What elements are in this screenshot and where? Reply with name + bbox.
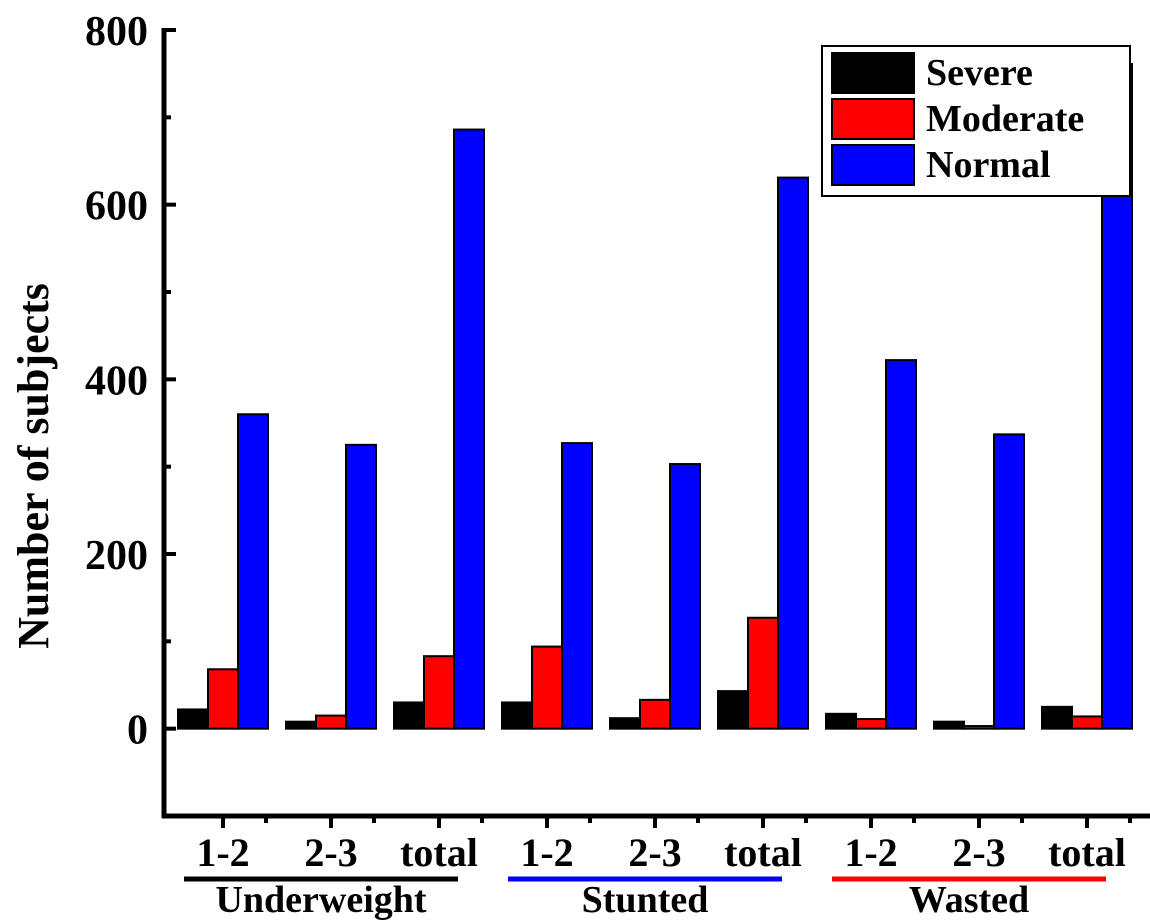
bar-normal — [237, 413, 269, 730]
group-labels: Underweight Stunted Wasted — [184, 876, 1106, 921]
bar-moderate — [531, 645, 563, 730]
legend-swatch — [831, 144, 915, 186]
bar-severe — [717, 690, 749, 730]
bar-moderate — [315, 714, 347, 730]
x-tick-label: total — [724, 830, 802, 875]
bar-severe — [933, 720, 965, 730]
bar-severe — [1041, 705, 1073, 730]
legend-swatch — [831, 52, 915, 94]
x-tick-label: 1-2 — [196, 830, 249, 875]
bar-moderate — [207, 668, 239, 730]
y-tick-label: 600 — [85, 184, 148, 230]
bar-moderate — [639, 698, 671, 730]
y-tick-label: 200 — [85, 533, 148, 579]
bar-moderate — [963, 725, 995, 730]
bar-normal — [453, 128, 485, 730]
bar-severe — [825, 712, 857, 730]
legend-swatch — [831, 98, 915, 140]
y-tick-label: 800 — [85, 9, 148, 55]
group-label: Wasted — [909, 879, 1029, 921]
bar-moderate — [855, 718, 887, 730]
bar-normal — [561, 442, 593, 730]
x-tick-labels: 1-2 2-3 total 1-2 2-3 total 1-2 2-3 total — [196, 830, 1126, 875]
axes: 0 200 400 600 800 — [85, 9, 1150, 828]
x-tick-label: total — [400, 830, 478, 875]
bar-severe — [609, 717, 641, 730]
y-axis-label: Number of subjects — [9, 283, 58, 649]
x-tick-label: 1-2 — [844, 830, 897, 875]
legend-label: Moderate — [926, 98, 1084, 140]
bar-normal — [669, 463, 701, 730]
bar-severe — [501, 701, 533, 730]
y-tick-label: 400 — [85, 358, 148, 404]
bar-moderate — [747, 616, 779, 730]
legend-label: Normal — [926, 144, 1051, 186]
bar-moderate — [423, 655, 455, 730]
bar-severe — [285, 720, 317, 730]
x-tick-label: 1-2 — [520, 830, 573, 875]
legend-label: Severe — [926, 52, 1033, 94]
group-label: Underweight — [215, 879, 426, 921]
x-tick-label: total — [1048, 830, 1126, 875]
bar-normal — [885, 359, 917, 730]
bar-severe — [177, 708, 209, 730]
x-tick-label: 2-3 — [952, 830, 1005, 875]
bar-normal — [345, 443, 377, 730]
x-tick-label: 2-3 — [628, 830, 681, 875]
x-tick-label: 2-3 — [304, 830, 357, 875]
bar-severe — [393, 701, 425, 730]
y-tick-label: 0 — [127, 708, 148, 754]
bar-normal — [777, 176, 809, 730]
group-label: Stunted — [582, 879, 709, 921]
bar-moderate — [1071, 715, 1103, 730]
bar-normal — [993, 433, 1025, 730]
